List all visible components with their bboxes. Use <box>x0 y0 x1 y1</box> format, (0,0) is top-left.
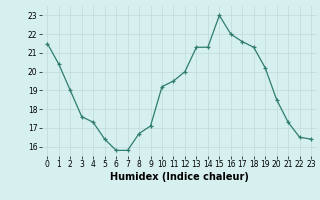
X-axis label: Humidex (Indice chaleur): Humidex (Indice chaleur) <box>110 172 249 182</box>
